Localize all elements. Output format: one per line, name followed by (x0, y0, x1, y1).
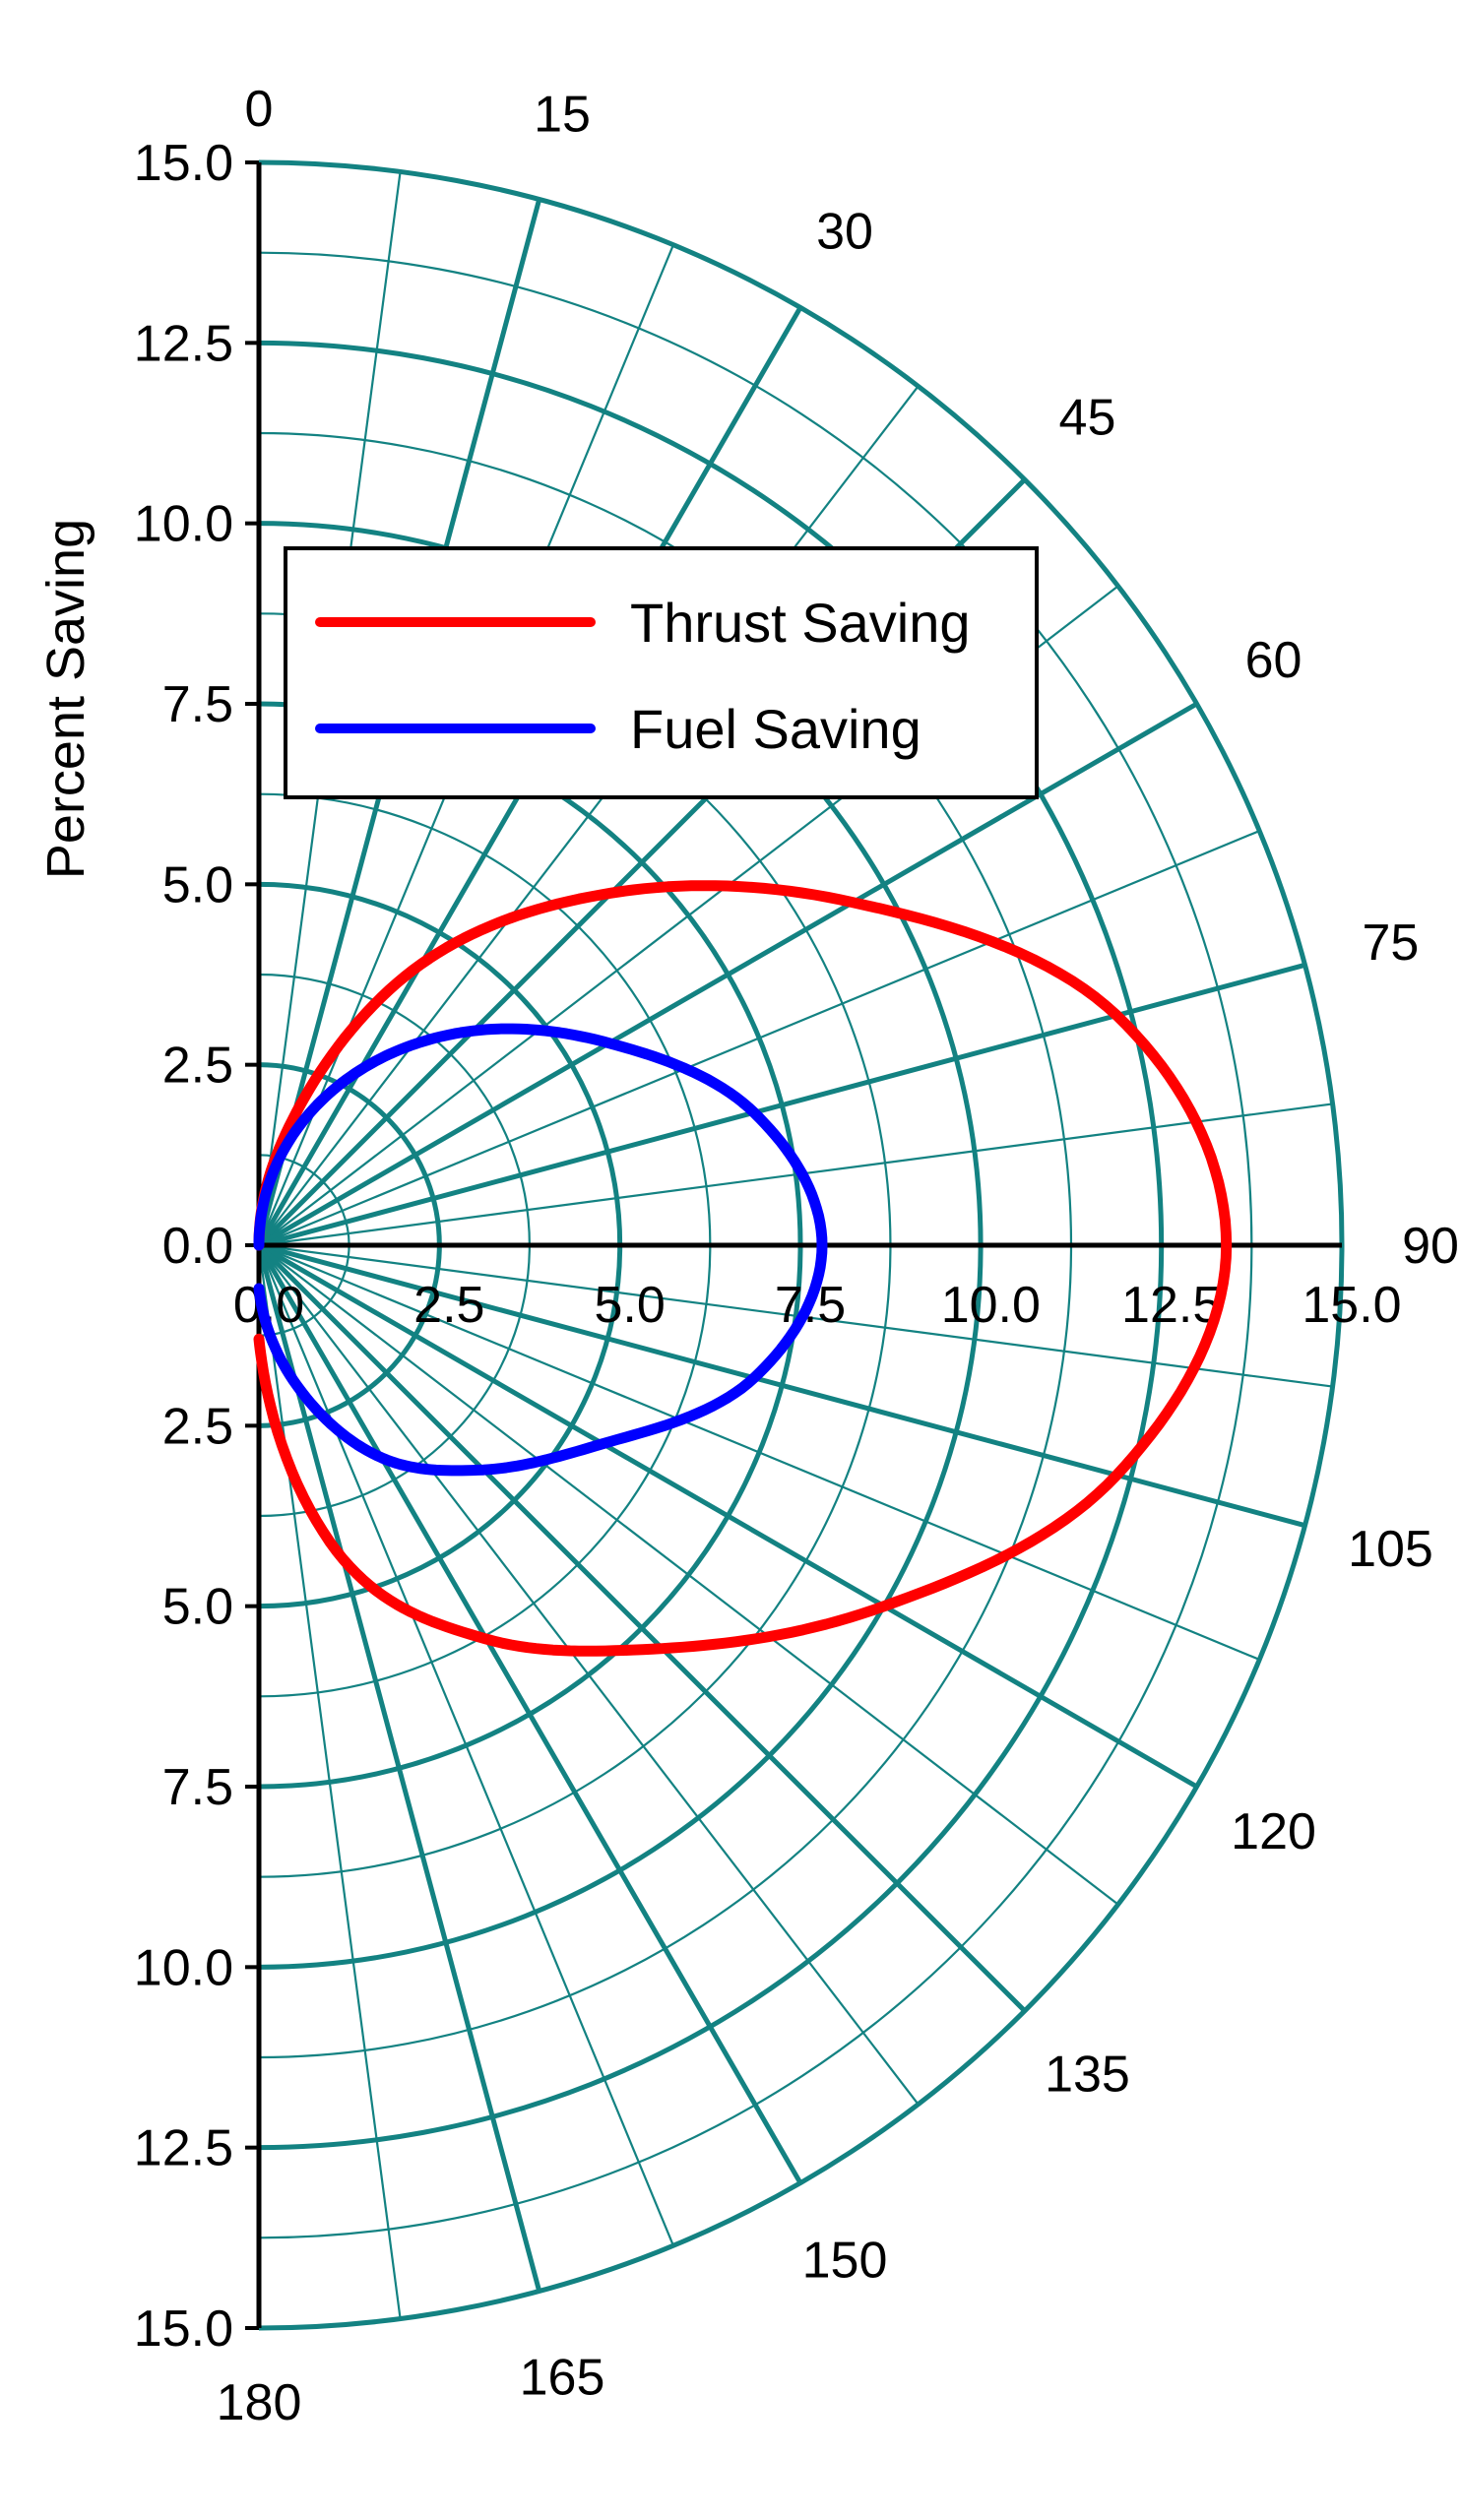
horizontal-tick-label: 15.0 (1302, 1277, 1401, 1334)
series-line-thrust-saving (253, 880, 1233, 1657)
angle-tick-label: 90 (1402, 1218, 1459, 1275)
grid-spoke-major (256, 1244, 542, 2293)
grid-spoke-minor (257, 1244, 402, 2319)
angle-tick-labels: 0 15 30 45 60 75 90 105 120 135 150 165 180 (217, 81, 1459, 2431)
grid-spoke-minor (258, 1102, 1333, 1247)
radius-tick-label: 2.5 (162, 1038, 233, 1095)
radius-tick-label: 15.0 (134, 135, 233, 192)
y-axis-label: Percent Saving (36, 519, 95, 879)
grid-spoke-minor (258, 385, 920, 1246)
grid-spoke-major (256, 1243, 803, 2184)
angle-tick-label: 105 (1348, 1521, 1433, 1578)
radius-tick-label: 12.5 (134, 315, 233, 372)
grid-spoke-major (258, 1242, 1306, 1529)
polar-axes (245, 160, 1342, 2330)
radius-tick-label: 10.0 (134, 496, 233, 553)
grid-spoke-minor (258, 1244, 920, 2106)
angle-tick-label: 165 (520, 2349, 605, 2406)
horizontal-tick-label: 2.5 (413, 1277, 484, 1334)
legend-box (284, 546, 1039, 799)
radius-tick-label: 2.5 (162, 1398, 233, 1455)
legend-label-thrust-saving: Thrust Saving (630, 592, 971, 654)
radius-tick-label: 7.5 (162, 676, 233, 733)
horizontal-tick-label: 12.5 (1121, 1277, 1221, 1334)
radius-tick-label: 10.0 (134, 1939, 233, 1996)
legend-label-fuel-saving: Fuel Saving (630, 698, 921, 760)
radius-tick-label: 15.0 (134, 2300, 233, 2358)
radius-tick-label: 0.0 (162, 1218, 233, 1275)
angle-tick-label: 30 (816, 203, 873, 260)
grid-spoke-major (257, 1242, 1198, 1790)
series-line-fuel-saving (253, 1023, 828, 1477)
angle-tick-label: 120 (1231, 1803, 1316, 1860)
radius-tick-label: 12.5 (134, 2120, 233, 2177)
horizontal-tick-label: 10.0 (941, 1277, 1041, 1334)
grid-spoke-major (257, 1243, 1027, 2013)
grid-spoke-minor (257, 1244, 674, 2246)
angle-tick-label: 60 (1245, 632, 1302, 689)
angle-tick-label: 135 (1045, 2046, 1130, 2103)
angle-tick-label: 150 (802, 2233, 888, 2290)
angle-tick-label: 75 (1363, 914, 1420, 972)
grid-spoke-minor (258, 1243, 1333, 1388)
angle-tick-label: 45 (1059, 390, 1116, 447)
horizontal-radius-tick-labels: 0.0 2.5 5.0 7.5 10.0 12.5 15.0 (233, 1277, 1402, 1334)
angle-tick-label: 180 (217, 2374, 302, 2431)
grid-spoke-minor (258, 830, 1260, 1247)
radius-tick-label: 7.5 (162, 1759, 233, 1816)
grid-spoke-major (257, 701, 1198, 1248)
angle-tick-label: 0 (245, 81, 274, 138)
legend: Thrust Saving Fuel Saving (284, 546, 1039, 799)
grid-spoke-major (258, 962, 1306, 1248)
data-series (253, 880, 1233, 1657)
radius-tick-labels: 0.0 2.5 2.5 5.0 5.0 7.5 7.5 10.0 10.0 12.5 12.5 15.… (134, 135, 233, 2358)
grid-spoke-minor (258, 1244, 1119, 1906)
angle-tick-label: 15 (534, 87, 591, 144)
radius-tick-label: 5.0 (162, 856, 233, 914)
grid-spoke-minor (258, 1243, 1260, 1661)
horizontal-tick-label: 5.0 (595, 1277, 666, 1334)
radius-tick-label: 5.0 (162, 1579, 233, 1636)
